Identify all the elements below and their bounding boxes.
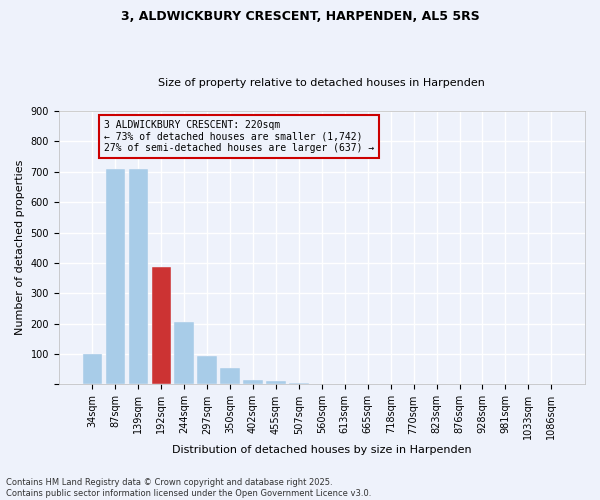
Text: 3, ALDWICKBURY CRESCENT, HARPENDEN, AL5 5RS: 3, ALDWICKBURY CRESCENT, HARPENDEN, AL5 … — [121, 10, 479, 23]
Text: 3 ALDWICKBURY CRESCENT: 220sqm
← 73% of detached houses are smaller (1,742)
27% : 3 ALDWICKBURY CRESCENT: 220sqm ← 73% of … — [104, 120, 374, 154]
Bar — [152, 268, 171, 384]
Y-axis label: Number of detached properties: Number of detached properties — [15, 160, 25, 336]
Bar — [197, 356, 217, 384]
Bar — [220, 368, 240, 384]
Bar — [83, 354, 102, 384]
Bar — [106, 168, 125, 384]
X-axis label: Distribution of detached houses by size in Harpenden: Distribution of detached houses by size … — [172, 445, 472, 455]
Bar — [266, 382, 286, 384]
Bar — [175, 322, 194, 384]
Bar — [244, 380, 263, 384]
Bar — [289, 383, 308, 384]
Bar — [128, 168, 148, 384]
Title: Size of property relative to detached houses in Harpenden: Size of property relative to detached ho… — [158, 78, 485, 88]
Text: Contains HM Land Registry data © Crown copyright and database right 2025.
Contai: Contains HM Land Registry data © Crown c… — [6, 478, 371, 498]
